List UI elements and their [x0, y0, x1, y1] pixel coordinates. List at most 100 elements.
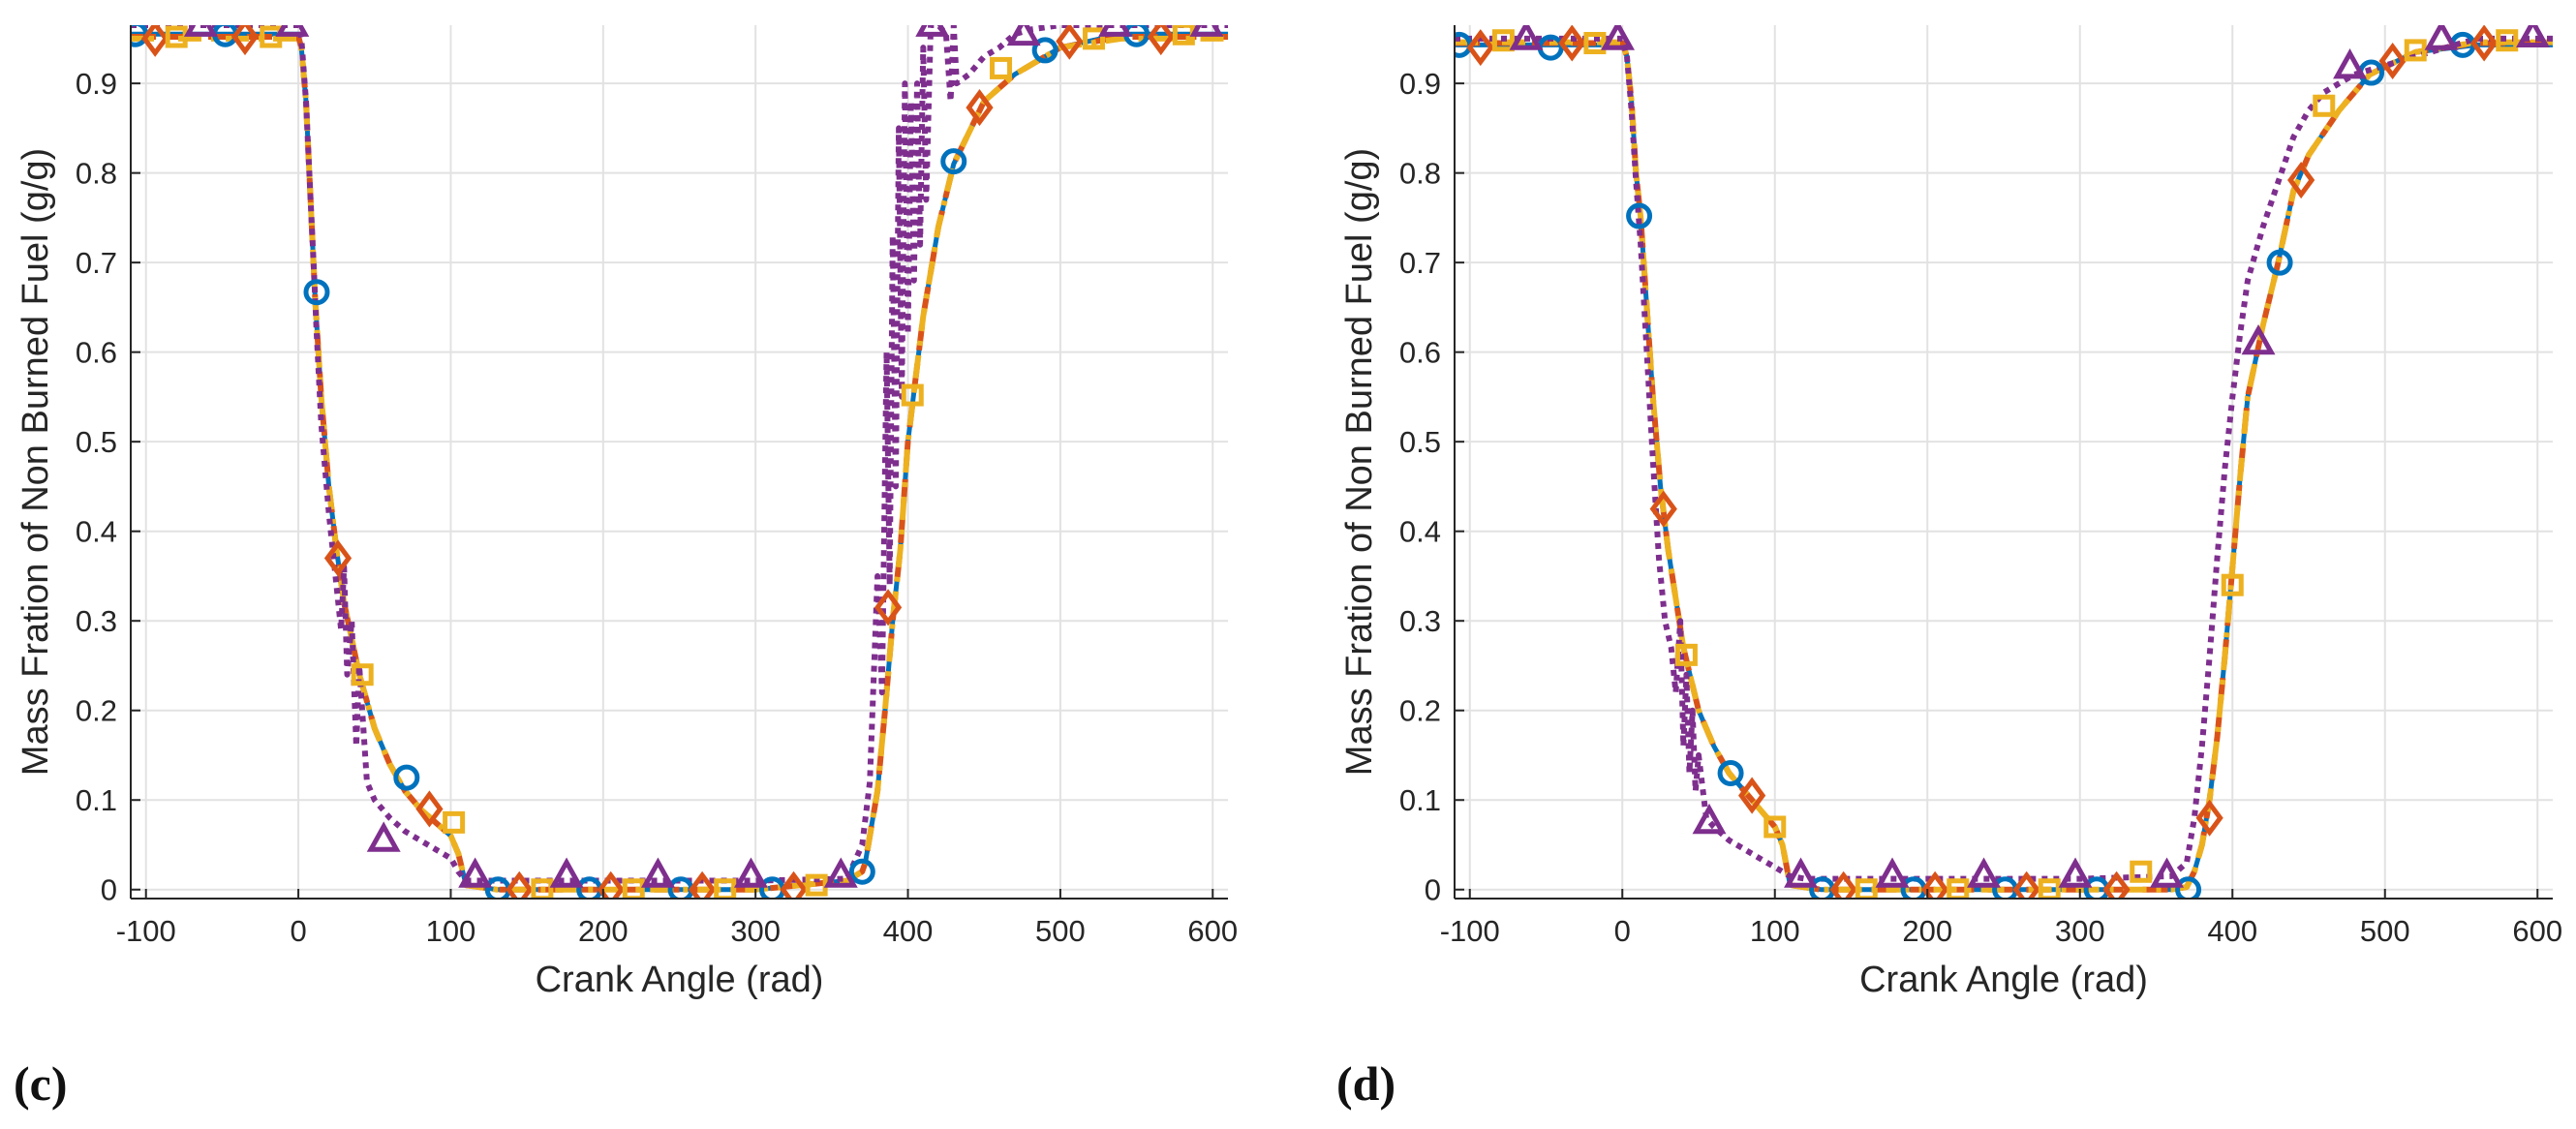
- data-point-square: [1083, 27, 1106, 50]
- x-tick-label: 400: [2207, 914, 2257, 948]
- panel-label-c: (c): [14, 1056, 68, 1111]
- x-tick-label: 0: [1614, 914, 1631, 948]
- y-tick-label: 0.5: [76, 425, 117, 459]
- data-point-square: [443, 810, 466, 834]
- data-point-diamond: [780, 870, 808, 899]
- data-point-triangle: [2150, 857, 2184, 888]
- data-point-diamond: [1829, 870, 1857, 899]
- data-point-diamond: [966, 89, 994, 127]
- data-point-triangle: [2058, 857, 2093, 888]
- data-point-circle: [1031, 37, 1058, 64]
- data-point-diamond: [1738, 777, 1766, 814]
- y-tick-label: 0.7: [1399, 246, 1441, 280]
- data-point-triangle: [2424, 25, 2459, 50]
- data-point-diamond: [2287, 161, 2315, 199]
- x-tick-label: 300: [2055, 914, 2105, 948]
- data-point-triangle: [823, 857, 858, 888]
- data-point-diamond: [230, 25, 260, 56]
- data-point-circle: [1717, 759, 1744, 786]
- data-point-triangle: [915, 25, 950, 37]
- data-point-diamond: [1649, 490, 1677, 528]
- data-point-triangle: [549, 857, 584, 888]
- x-tick-label: 0: [290, 914, 306, 948]
- data-point-circle: [303, 279, 330, 306]
- data-point-triangle: [458, 857, 493, 888]
- data-point-square: [1583, 32, 1607, 55]
- data-point-square: [165, 25, 188, 48]
- data-point-circle: [2175, 876, 2202, 899]
- data-point-square: [1491, 29, 1515, 52]
- y-tick-label: 0: [101, 873, 117, 907]
- data-point-diamond: [141, 25, 169, 57]
- data-point-triangle: [2516, 25, 2550, 47]
- data-point-triangle: [1784, 857, 1818, 888]
- data-point-triangle: [366, 821, 401, 852]
- data-point-circle: [940, 148, 967, 175]
- data-point-square: [260, 25, 283, 48]
- y-tick-label: 0: [1425, 873, 1441, 907]
- y-tick-label: 0.9: [76, 67, 117, 101]
- series-line-square: [131, 35, 1228, 893]
- data-point-triangle: [1967, 857, 2001, 888]
- data-point-circle: [1626, 202, 1653, 229]
- x-tick-label: 200: [578, 914, 629, 948]
- series-line-diamond: [1455, 40, 2553, 893]
- data-point-triangle: [1875, 857, 1910, 888]
- series-line-triangle: [131, 25, 1228, 884]
- data-point-triangle: [1692, 803, 1727, 835]
- data-point-triangle: [183, 25, 218, 37]
- x-tick-label: 100: [1750, 914, 1800, 948]
- x-tick-label: 400: [883, 914, 934, 948]
- y-tick-label: 0.4: [76, 515, 117, 549]
- data-point-square: [805, 873, 828, 897]
- data-point-diamond: [1558, 25, 1586, 62]
- y-tick-label: 0.2: [1399, 694, 1441, 728]
- data-point-circle: [2266, 249, 2293, 276]
- data-point-triangle: [1601, 25, 1635, 50]
- data-point-square: [2221, 573, 2244, 596]
- data-point-triangle: [641, 857, 675, 888]
- y-axis-title: Mass Fration of Non Burned Fuel (g/g): [1339, 148, 1380, 776]
- data-point-diamond: [1056, 25, 1084, 60]
- x-axis-title: Crank Angle (rad): [1859, 960, 2148, 1000]
- data-point-triangle: [734, 857, 768, 888]
- data-point-triangle: [2241, 323, 2276, 355]
- x-tick-label: 300: [730, 914, 781, 948]
- y-tick-label: 0.2: [76, 694, 117, 728]
- plot-area: [131, 25, 1228, 899]
- x-tick-label: 600: [2512, 914, 2562, 948]
- plot-area: [1455, 25, 2553, 899]
- data-point-diamond: [597, 870, 625, 899]
- y-tick-label: 0.1: [1399, 783, 1441, 817]
- x-tick-label: -100: [1440, 914, 1500, 948]
- series-line-triangle: [1455, 35, 2553, 882]
- data-point-square: [1674, 643, 1698, 666]
- data-point-triangle: [275, 25, 310, 37]
- data-point-square: [1763, 815, 1787, 839]
- series-line-square: [1455, 39, 2553, 893]
- y-tick-label: 0.3: [76, 604, 117, 638]
- y-tick-label: 0.1: [76, 783, 117, 817]
- data-point-diamond: [2012, 870, 2040, 899]
- x-tick-label: 200: [1902, 914, 1952, 948]
- data-point-square: [901, 383, 924, 407]
- data-point-triangle: [1509, 25, 1544, 50]
- y-tick-label: 0.6: [1399, 336, 1441, 370]
- data-point-square: [2130, 860, 2153, 883]
- data-point-diamond: [1921, 870, 1949, 899]
- series-line-circle: [1455, 42, 2553, 893]
- data-point-triangle: [1006, 25, 1041, 46]
- data-point-triangle: [1189, 25, 1224, 37]
- data-point-diamond: [2102, 870, 2131, 899]
- data-point-diamond: [2195, 799, 2223, 837]
- data-point-diamond: [323, 539, 353, 577]
- panel-label-d: (d): [1336, 1056, 1395, 1111]
- y-tick-label: 0.8: [1399, 157, 1441, 191]
- data-point-diamond: [2378, 42, 2407, 80]
- data-point-diamond: [2470, 25, 2499, 62]
- chart-panel-d: -100 0 100 200 300 400 500 600 0 0.1 0.2 0.3 0.4 0.5 0…: [1339, 25, 2562, 1000]
- data-point-diamond: [1466, 29, 1494, 67]
- y-tick-label: 0.9: [1399, 67, 1441, 101]
- data-point-diamond: [1147, 25, 1175, 56]
